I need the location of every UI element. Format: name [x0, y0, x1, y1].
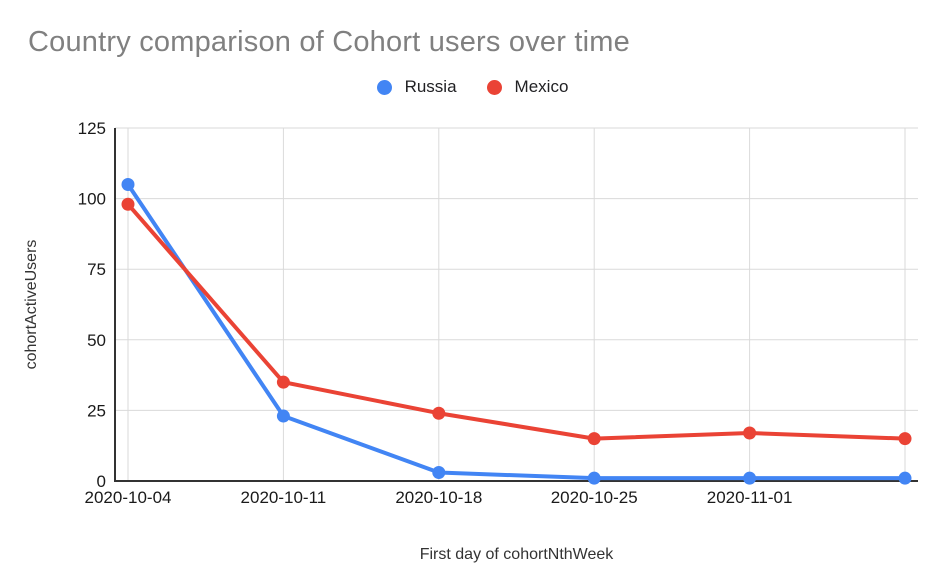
- data-point-russia: [898, 471, 912, 485]
- data-point-mexico: [743, 426, 757, 440]
- legend-label: Russia: [404, 77, 457, 96]
- y-axis-title: cohortActiveUsers: [23, 240, 40, 370]
- x-tick-label: 2020-11-01: [707, 488, 793, 507]
- series-line-mexico: [126, 202, 907, 441]
- y-tick-label: 25: [87, 401, 106, 420]
- chart-title: Country comparison of Cohort users over …: [28, 26, 630, 58]
- data-point-mexico: [276, 375, 290, 389]
- chart-legend: Russia Mexico: [0, 77, 945, 97]
- data-point-russia: [587, 471, 601, 485]
- data-point-mexico: [587, 432, 601, 446]
- series-line-russia: [126, 182, 907, 481]
- x-tick-label: 2020-10-11: [241, 488, 327, 507]
- data-point-russia: [432, 466, 446, 480]
- legend-dot-mexico: [486, 79, 502, 95]
- legend-item-mexico: Mexico: [486, 77, 569, 97]
- x-tick-label: 2020-10-25: [551, 488, 638, 507]
- data-point-mexico: [432, 406, 446, 420]
- data-point-russia: [276, 409, 290, 423]
- x-axis-title: First day of cohortNthWeek: [420, 546, 615, 563]
- x-tick-label: 2020-10-04: [85, 488, 172, 507]
- data-point-mexico: [898, 432, 912, 446]
- legend-label: Mexico: [514, 77, 569, 96]
- x-tick-label: 2020-10-18: [395, 488, 482, 507]
- legend-item-russia: Russia: [376, 77, 457, 97]
- y-tick-label: 75: [87, 260, 106, 279]
- y-tick-label: 50: [87, 331, 106, 350]
- data-point-mexico: [121, 197, 135, 211]
- legend-dot-russia: [376, 79, 392, 95]
- y-tick-label: 0: [97, 472, 106, 491]
- y-tick-label: 125: [78, 119, 106, 138]
- y-tick-label: 100: [78, 190, 106, 209]
- data-point-russia: [121, 177, 135, 191]
- data-point-russia: [743, 471, 757, 485]
